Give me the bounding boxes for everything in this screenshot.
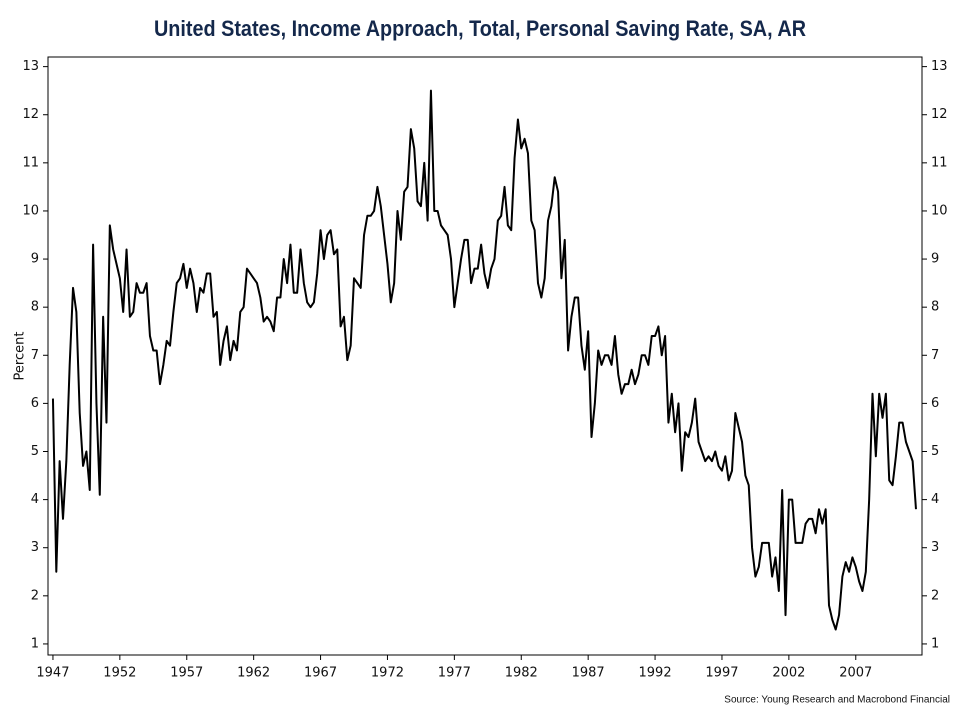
y-tick-label: 2 <box>31 588 39 603</box>
y2-tick-label: 7 <box>931 348 939 363</box>
x-tick-label: 1992 <box>639 666 672 681</box>
y2-tick-label: 2 <box>931 588 939 603</box>
chart-title: United States, Income Approach, Total, P… <box>154 16 806 41</box>
x-tick-label: 1962 <box>237 666 270 681</box>
y-tick-label: 10 <box>22 203 39 218</box>
y2-tick-label: 12 <box>931 107 948 122</box>
x-tick-label: 1987 <box>572 666 605 681</box>
y2-tick-label: 13 <box>931 59 948 74</box>
y2-tick-label: 1 <box>931 636 939 651</box>
y-tick-label: 8 <box>31 300 39 315</box>
x-tick-label: 1972 <box>371 666 404 681</box>
plot-frame <box>47 56 923 656</box>
x-tick-label: 1982 <box>505 666 538 681</box>
y-tick-label: 11 <box>22 155 39 170</box>
y-tick-label: 7 <box>31 348 39 363</box>
y2-tick-label: 3 <box>931 540 939 555</box>
x-tick-label: 2007 <box>839 666 872 681</box>
y2-tick-label: 5 <box>931 444 939 459</box>
y2-tick-label: 11 <box>931 155 948 170</box>
y2-tick-label: 10 <box>931 203 948 218</box>
y-tick-label: 9 <box>31 252 39 267</box>
x-tick-label: 1977 <box>438 666 471 681</box>
y-tick-label: 13 <box>22 59 39 74</box>
y-tick-label: 4 <box>31 492 39 507</box>
y2-tick-label: 6 <box>931 396 939 411</box>
x-tick-label: 2002 <box>772 666 805 681</box>
y2-tick-label: 8 <box>931 300 939 315</box>
series-line <box>51 89 917 631</box>
x-tick-label: 1997 <box>705 666 738 681</box>
source-note: Source: Young Research and Macrobond Fin… <box>724 695 950 706</box>
y-tick-label: 12 <box>22 107 39 122</box>
y-axis-label: Percent <box>13 332 28 381</box>
y2-tick-label: 9 <box>931 252 939 267</box>
x-tick-label: 1967 <box>304 666 337 681</box>
x-tick-label: 1957 <box>170 666 203 681</box>
y-tick-label: 5 <box>31 444 39 459</box>
y-tick-label: 1 <box>31 636 39 651</box>
x-tick-label: 1947 <box>36 666 69 681</box>
y-tick-label: 3 <box>31 540 39 555</box>
x-tick-label: 1952 <box>103 666 136 681</box>
y2-tick-label: 4 <box>931 492 939 507</box>
y-tick-label: 6 <box>31 396 39 411</box>
